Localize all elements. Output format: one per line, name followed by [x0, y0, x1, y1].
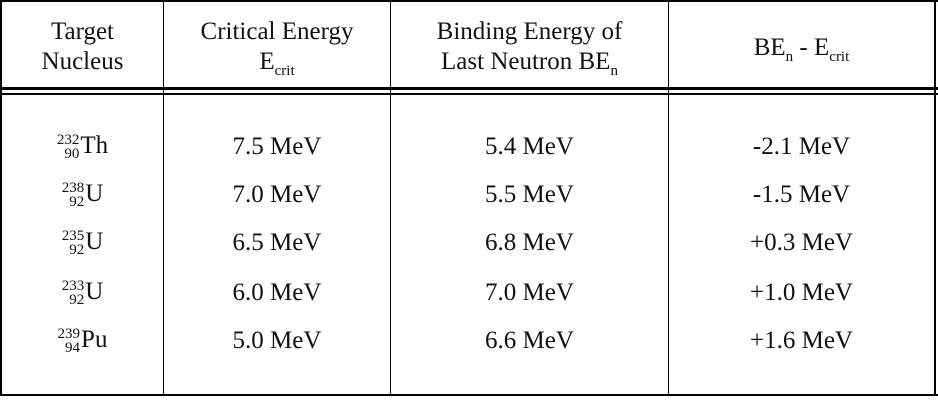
- table-cell: +0.3 MeV: [750, 229, 853, 256]
- element-symbol: U: [85, 278, 104, 306]
- element-symbol: U: [85, 180, 104, 208]
- table-cell: +1.6 MeV: [750, 327, 853, 354]
- header-text: Nucleus: [41, 48, 124, 75]
- mass-number: 235: [61, 228, 85, 245]
- table-cell: 6.5 MeV: [232, 229, 322, 256]
- header-text: Binding Energy of: [436, 18, 623, 45]
- nuclide-numbers: 238 92: [61, 180, 85, 211]
- header-cell: Binding Energy of Last Neutron BEn: [391, 17, 668, 86]
- header-subscript: n: [610, 63, 618, 79]
- header-subscript: n: [785, 49, 794, 65]
- table-cell: 5.0 MeV: [232, 327, 322, 354]
- border: [0, 0, 2, 396]
- border: [934, 0, 936, 396]
- table-cell: 5.5 MeV: [485, 181, 574, 208]
- table-cell: 232 90 Th: [2, 130, 163, 163]
- header-text: BE: [753, 34, 786, 61]
- table-cell: 7.5 MeV: [232, 133, 322, 160]
- nuclide-numbers: 235 92: [61, 228, 85, 259]
- element-symbol: Th: [80, 132, 109, 160]
- nuclide: 235 92 U: [61, 227, 104, 259]
- column-rule: [390, 0, 391, 396]
- table-cell: -2.1 MeV: [752, 133, 851, 160]
- nuclide: 239 94 Pu: [57, 325, 108, 357]
- nuclide: 232 90 Th: [56, 131, 109, 163]
- header-rule: [0, 93, 938, 95]
- column-rule: [668, 0, 669, 396]
- nuclide: 233 92 U: [61, 277, 104, 309]
- header-text: Critical Energy: [200, 18, 354, 45]
- atomic-number: 90: [64, 146, 80, 163]
- table-cell: 6.6 MeV: [485, 327, 574, 354]
- header-text: Last Neutron BE: [441, 48, 611, 75]
- column-rule: [163, 0, 164, 396]
- border: [0, 394, 938, 396]
- nuclide-numbers: 232 90: [56, 132, 80, 163]
- atomic-number: 94: [65, 340, 81, 357]
- element-symbol: U: [85, 228, 104, 256]
- table-cell: 233 92 U: [2, 276, 163, 309]
- header-cell: BEn - Ecrit: [669, 33, 934, 72]
- table-cell: 6.8 MeV: [485, 229, 574, 256]
- table-cell: 6.0 MeV: [232, 279, 322, 306]
- border: [0, 0, 938, 2]
- mass-number: 233: [61, 278, 85, 295]
- table-cell: -1.5 MeV: [752, 181, 851, 208]
- nuclide-numbers: 239 94: [57, 326, 81, 357]
- header-subscript: crit: [829, 49, 850, 65]
- mass-number: 239: [57, 326, 81, 343]
- header-text: - E: [793, 34, 830, 61]
- header-subscript: crit: [274, 63, 295, 79]
- atomic-number: 92: [69, 292, 85, 309]
- table-cell: 5.4 MeV: [485, 133, 574, 160]
- table-cell: 7.0 MeV: [485, 279, 574, 306]
- nuclide-numbers: 233 92: [61, 278, 85, 309]
- atomic-number: 92: [69, 242, 85, 259]
- table-cell: 7.0 MeV: [232, 181, 322, 208]
- header-cell: Critical Energy Ecrit: [164, 17, 390, 86]
- header-text: E: [259, 48, 275, 75]
- header-rule: [0, 87, 938, 90]
- mass-number: 238: [61, 180, 85, 197]
- table-cell: 238 92 U: [2, 178, 163, 211]
- mass-number: 232: [56, 132, 80, 149]
- header-text: Target: [50, 18, 115, 45]
- table-cell: +1.0 MeV: [750, 279, 853, 306]
- element-symbol: Pu: [81, 326, 108, 354]
- atomic-number: 92: [69, 194, 85, 211]
- table-cell: 239 94 Pu: [2, 324, 163, 357]
- nuclide: 238 92 U: [61, 179, 104, 211]
- table-cell: 235 92 U: [2, 226, 163, 259]
- header-cell: Target Nucleus: [2, 17, 163, 77]
